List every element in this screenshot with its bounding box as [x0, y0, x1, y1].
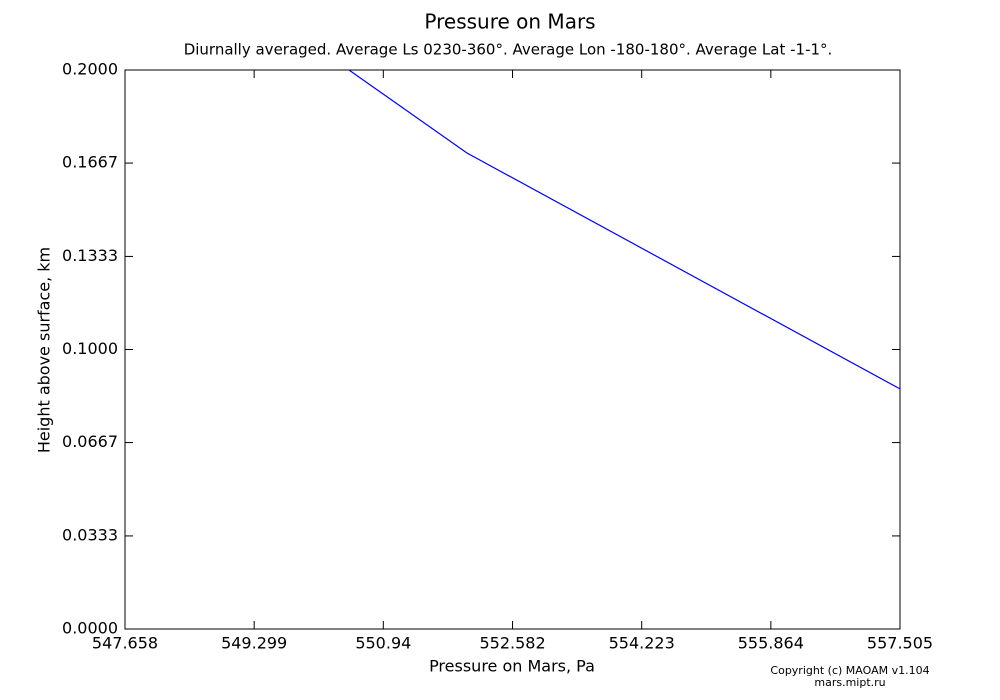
x-tick-label: 557.505 [867, 634, 933, 653]
x-tick-label: 550.94 [355, 634, 411, 653]
x-axis-label: Pressure on Mars, Pa [429, 657, 595, 676]
y-tick-label: 0.1333 [62, 246, 118, 265]
y-tick-label: 0.0667 [62, 432, 118, 451]
y-tick-label: 0.0000 [62, 619, 118, 638]
site: mars.mipt.ru [814, 676, 885, 689]
data-line [348, 69, 901, 390]
plot-frame [124, 69, 901, 630]
chart-subtitle: Diurnally averaged. Average Ls 0230-360°… [184, 41, 833, 59]
y-axis-label: Height above surface, km [35, 247, 54, 453]
x-tick-label: 547.658 [92, 634, 158, 653]
chart-title: Pressure on Mars [424, 10, 595, 34]
x-tick-label: 549.299 [221, 634, 287, 653]
x-tick-label: 554.223 [609, 634, 675, 653]
y-tick-label: 0.2000 [62, 60, 118, 79]
y-tick-label: 0.0333 [62, 525, 118, 544]
x-tick-label: 555.864 [738, 634, 804, 653]
y-tick-label: 0.1667 [62, 153, 118, 172]
y-tick-label: 0.1000 [62, 339, 118, 358]
copyright: Copyright (c) MAOAM v1.104 [770, 664, 929, 677]
x-tick-label: 552.582 [479, 634, 545, 653]
